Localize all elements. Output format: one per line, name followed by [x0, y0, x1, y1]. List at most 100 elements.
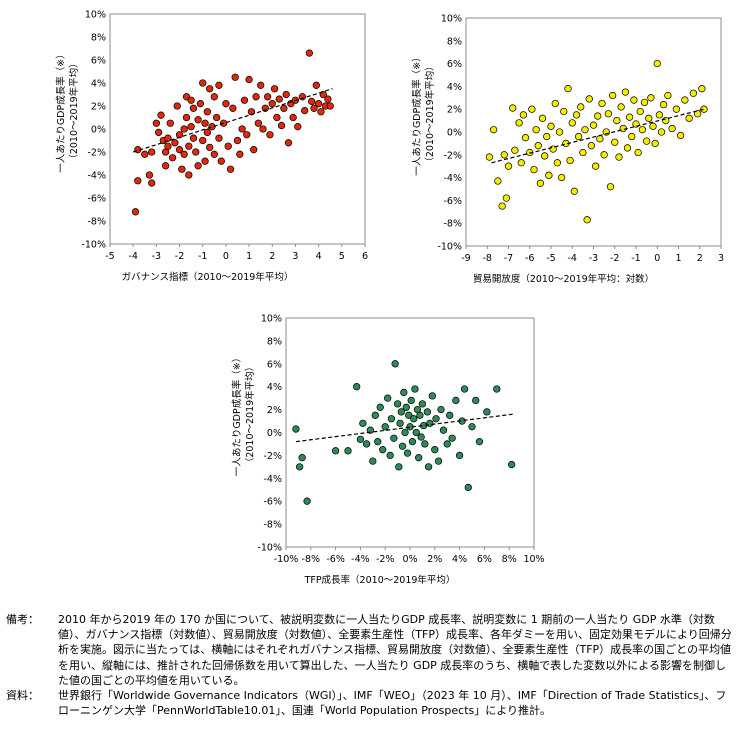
data-point — [568, 119, 576, 127]
data-point — [455, 451, 464, 460]
y-tick-label: -8% — [88, 217, 107, 228]
x-tick-label: -2% — [376, 554, 395, 565]
data-point — [398, 442, 407, 450]
data-point — [199, 136, 207, 145]
x-tick-label: 1 — [675, 253, 681, 264]
data-point — [396, 419, 404, 427]
data-point — [630, 96, 638, 104]
data-point — [212, 113, 221, 122]
x-tick-label: 4 — [316, 251, 322, 262]
data-point — [579, 148, 587, 157]
data-point — [574, 132, 583, 141]
data-point — [152, 119, 161, 127]
data-point — [215, 134, 223, 142]
data-point — [401, 428, 409, 437]
data-point — [611, 138, 619, 146]
y-tick-label: 8% — [91, 33, 106, 44]
data-point — [384, 394, 392, 402]
data-point — [452, 396, 460, 405]
data-point — [273, 113, 281, 122]
data-point — [664, 91, 672, 100]
data-point — [206, 143, 214, 152]
data-point — [494, 177, 502, 185]
data-point — [233, 136, 242, 145]
x-tick-label: -3 — [152, 251, 161, 262]
y-tick-label: 4% — [447, 82, 462, 93]
data-point — [604, 110, 613, 118]
data-point — [187, 123, 195, 131]
y-tick-label: 8% — [267, 336, 282, 347]
data-point — [270, 85, 279, 93]
data-point — [534, 142, 542, 150]
data-point — [555, 128, 564, 136]
note-biko-label: 備考： — [6, 613, 39, 626]
data-point — [421, 440, 429, 448]
data-point — [379, 446, 387, 454]
x-tick-label: 4% — [452, 554, 467, 565]
y-tick-label: 2% — [91, 102, 106, 113]
data-point — [324, 95, 332, 103]
x-tick-label: -10% — [274, 554, 299, 565]
data-point — [268, 100, 276, 108]
data-point — [672, 105, 681, 113]
data-point — [655, 111, 664, 119]
x-tick-label: -1 — [631, 253, 640, 264]
data-point — [391, 360, 399, 368]
data-point — [540, 152, 549, 160]
data-point — [243, 131, 251, 139]
data-point — [598, 99, 606, 108]
data-point — [570, 187, 579, 195]
data-point — [161, 162, 170, 170]
y-tick-label: 0% — [447, 128, 462, 139]
x-tick-label: 10% — [523, 554, 544, 565]
data-point — [201, 157, 209, 165]
y-tick-label: -2% — [444, 150, 463, 161]
y-tick-label: -6% — [264, 497, 283, 508]
x-tick-label: -2 — [610, 253, 619, 264]
data-point — [310, 104, 318, 112]
data-point — [617, 103, 625, 111]
data-point — [681, 96, 689, 104]
data-point — [250, 146, 258, 154]
data-point — [359, 419, 367, 427]
data-point — [298, 93, 307, 101]
data-point — [180, 125, 188, 133]
data-point — [475, 438, 484, 446]
data-point — [460, 385, 469, 393]
data-point — [194, 162, 202, 170]
data-point — [577, 103, 585, 111]
data-point — [642, 137, 651, 145]
y-tick-label: -8% — [444, 219, 463, 230]
y-axis-label-line2: （2010〜2019年平均） — [424, 61, 436, 166]
data-point — [693, 110, 702, 118]
y-tick-label: -2% — [88, 148, 107, 159]
data-point — [289, 113, 297, 122]
data-point — [236, 150, 244, 158]
data-point — [395, 463, 403, 471]
x-tick-label: 5 — [339, 251, 345, 262]
data-point — [331, 447, 340, 455]
data-point — [155, 128, 163, 137]
data-point — [417, 433, 425, 441]
data-point — [657, 128, 666, 136]
y-axis-label-line1: 一人あたりGDP成長率（※） — [231, 353, 243, 476]
data-point — [464, 483, 472, 492]
plot-frame — [465, 17, 722, 247]
data-point — [557, 173, 566, 182]
y-tick-label: -4% — [264, 474, 283, 485]
data-point — [157, 111, 165, 119]
scatter-chart-trade-openness: 10% 8% 6% 4% 2% 0% -2% -4% -6% -8% -10% -9 -8 -7 -6 -5 -… — [376, 0, 741, 304]
y-axis-label-line1: 一人あたりGDP成長率（※） — [411, 52, 423, 175]
data-point — [431, 446, 439, 454]
data-point — [240, 96, 249, 104]
y-tick-label: 4% — [91, 79, 106, 90]
data-point — [166, 119, 174, 127]
x-tick-label: -1 — [198, 251, 207, 262]
data-point — [308, 97, 316, 106]
data-point — [615, 153, 623, 161]
x-tick-label: -5 — [546, 253, 555, 264]
data-point — [432, 415, 440, 423]
plot-frame — [109, 13, 366, 245]
data-point — [203, 128, 212, 137]
data-point — [356, 435, 365, 444]
